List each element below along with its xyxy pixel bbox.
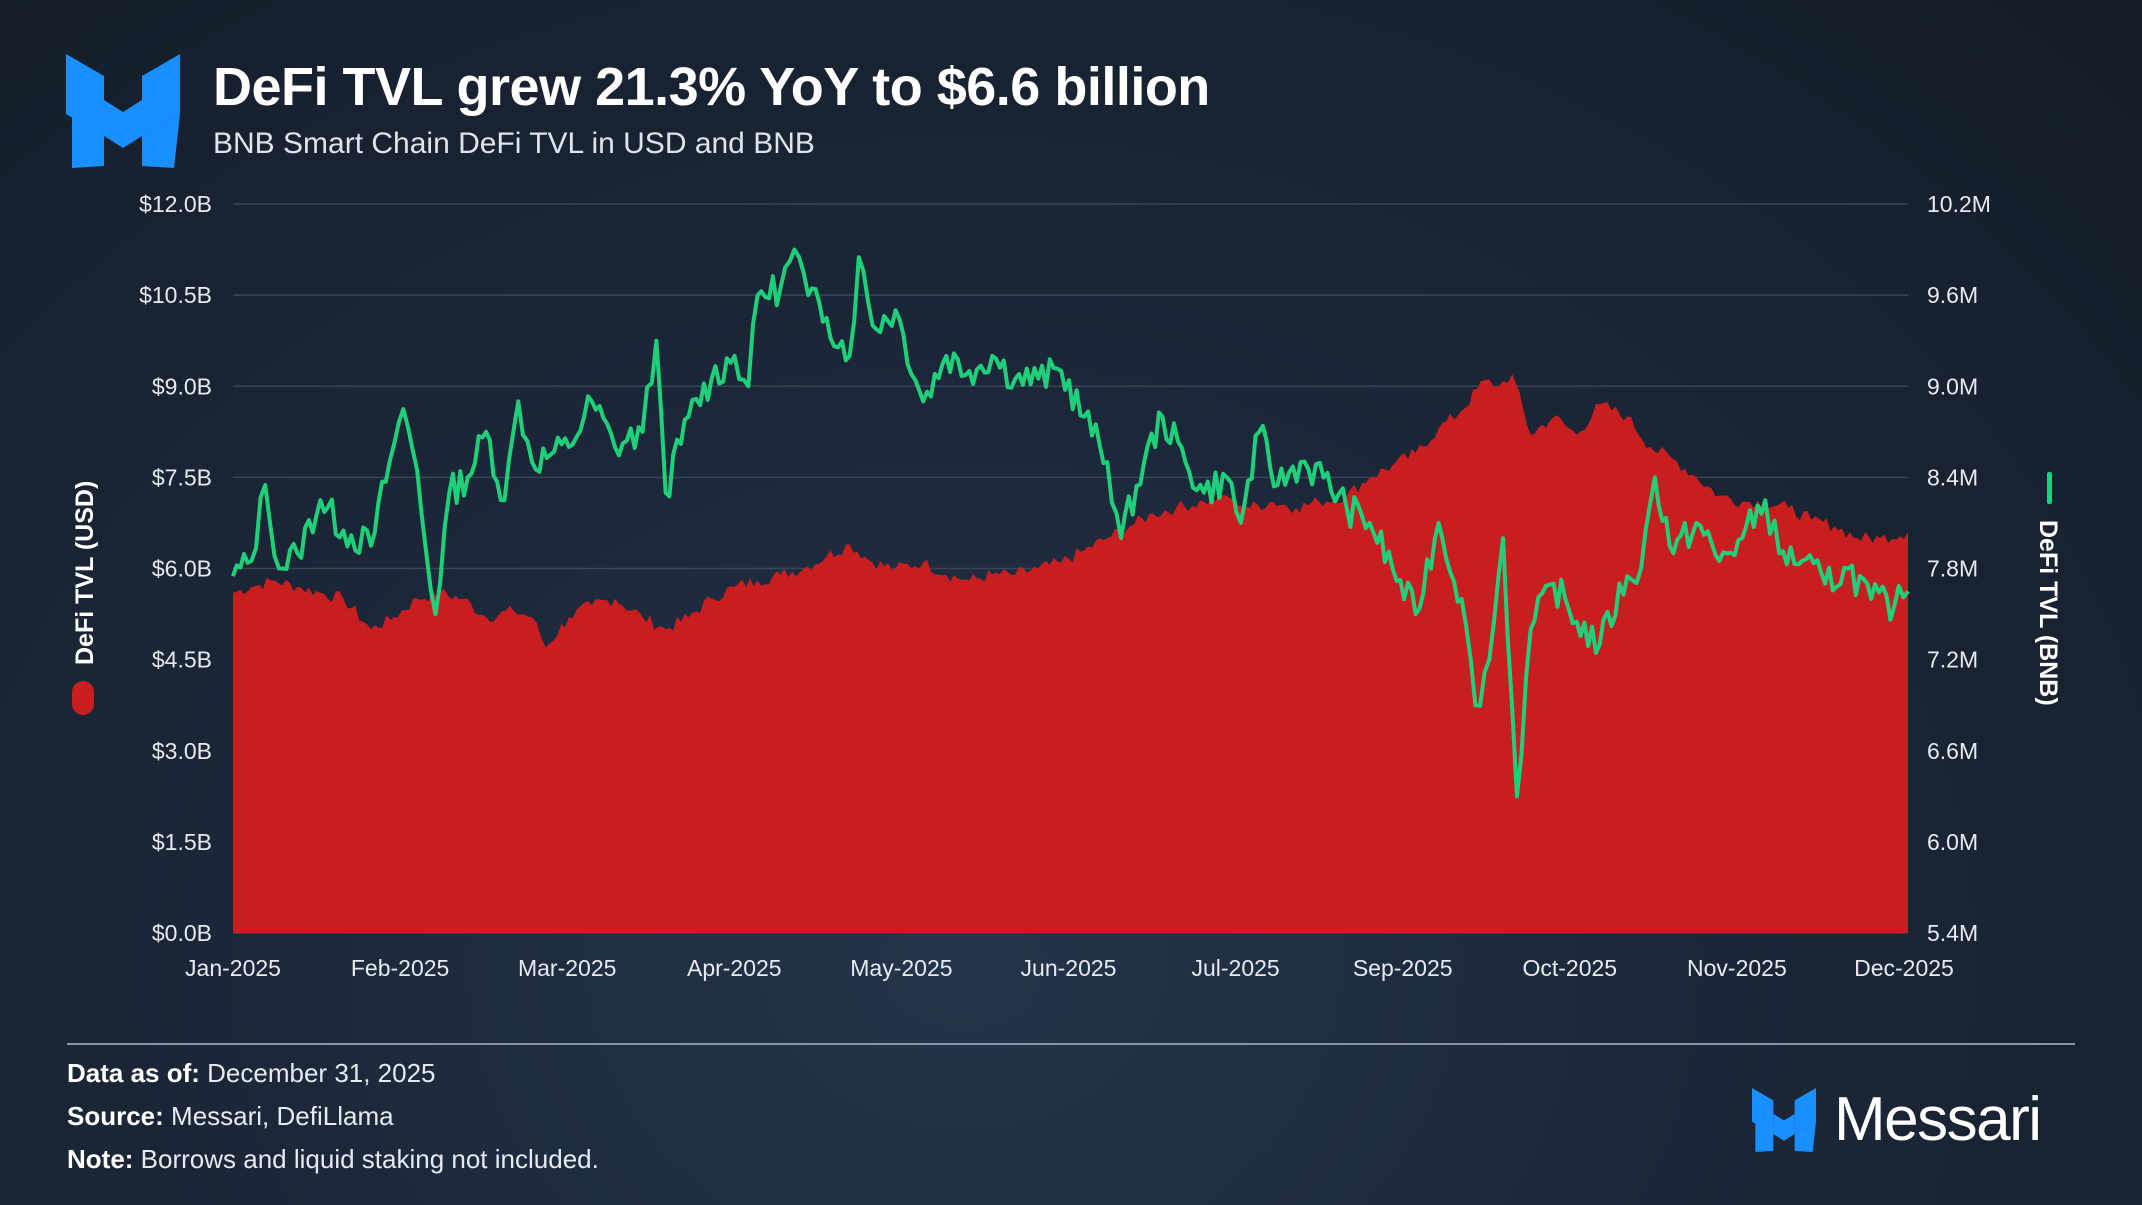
right-tick-label: 6.6M bbox=[1927, 738, 1978, 764]
right-tick-label: 9.0M bbox=[1927, 373, 1978, 399]
left-axis-title: DeFi TVL (USD) bbox=[71, 481, 99, 665]
left-tick-label: $7.5B bbox=[152, 464, 212, 490]
x-tick-label: Feb-2025 bbox=[351, 955, 449, 981]
right-tick-label: 5.4M bbox=[1927, 920, 1978, 946]
right-tick-label: 10.2M bbox=[1927, 191, 1991, 217]
right-axis-title: DeFi TVL (BNB) bbox=[2034, 520, 2062, 706]
brand-name: Messari bbox=[1834, 1085, 2042, 1154]
usd-area-layer bbox=[233, 374, 1908, 934]
x-tick-label: Jul-2025 bbox=[1191, 955, 1279, 981]
x-tick-label: May-2025 bbox=[850, 955, 952, 981]
right-axis-ticks: 5.4M 6.0M 6.6M 7.2M 7.8M 8.4M 9.0M 9.6M 10.2M bbox=[1927, 191, 1991, 946]
messari-logo-icon bbox=[1752, 1087, 1816, 1152]
chart-subtitle: BNB Smart Chain DeFi TVL in USD and BNB bbox=[213, 127, 815, 160]
right-axis-title-group: DeFi TVL (BNB) bbox=[2034, 520, 2062, 706]
bnb-line bbox=[231, 247, 1910, 799]
messari-logo-icon bbox=[66, 54, 180, 168]
tvl-chart: $0.0B $1.5B $3.0B $4.5B $6.0B $7.5B $9.0B $10.5… bbox=[71, 191, 2062, 981]
left-tick-label: $6.0B bbox=[152, 556, 212, 582]
left-tick-label: $9.0B bbox=[152, 373, 212, 399]
left-tick-label: $3.0B bbox=[152, 738, 212, 764]
left-tick-label: $12.0B bbox=[139, 191, 212, 217]
left-axis-ticks: $0.0B $1.5B $3.0B $4.5B $6.0B $7.5B $9.0B $10.5… bbox=[139, 191, 212, 946]
x-tick-label: Jan-2025 bbox=[185, 955, 281, 981]
usd-legend-swatch bbox=[72, 681, 94, 715]
x-tick-label: Sep-2025 bbox=[1353, 955, 1453, 981]
footer-data-as-of: Data as of: December 31, 2025 bbox=[67, 1058, 436, 1088]
left-tick-label: $10.5B bbox=[139, 282, 212, 308]
left-tick-label: $0.0B bbox=[152, 920, 212, 946]
right-tick-label: 7.8M bbox=[1927, 556, 1978, 582]
chart-title: DeFi TVL grew 21.3% YoY to $6.6 billion bbox=[213, 57, 1210, 117]
left-axis-title-group: DeFi TVL (USD) bbox=[71, 481, 99, 665]
x-tick-label: Jun-2025 bbox=[1021, 955, 1117, 981]
x-tick-label: Nov-2025 bbox=[1687, 955, 1787, 981]
footer-note: Note: Borrows and liquid staking not inc… bbox=[67, 1144, 599, 1174]
footer-divider bbox=[67, 1043, 2075, 1045]
usd-area bbox=[233, 374, 1908, 934]
left-tick-label: $1.5B bbox=[152, 829, 212, 855]
right-tick-label: 6.0M bbox=[1927, 829, 1978, 855]
x-tick-label: Oct-2025 bbox=[1522, 955, 1617, 981]
bnb-line-layer bbox=[231, 247, 1910, 799]
footer-source: Source: Messari, DefiLlama bbox=[67, 1101, 394, 1131]
right-tick-label: 9.6M bbox=[1927, 282, 1978, 308]
right-tick-label: 7.2M bbox=[1927, 647, 1978, 673]
x-tick-label: Mar-2025 bbox=[518, 955, 616, 981]
bnb-legend-swatch bbox=[2047, 472, 2052, 504]
x-tick-label: Apr-2025 bbox=[687, 955, 782, 981]
x-axis-ticks: Jan-2025 Feb-2025 Mar-2025 Apr-2025 May-2025… bbox=[185, 955, 1954, 981]
left-tick-label: $4.5B bbox=[152, 647, 212, 673]
x-tick-label: Dec-2025 bbox=[1854, 955, 1954, 981]
right-tick-label: 8.4M bbox=[1927, 464, 1978, 490]
messari-brand: Messari bbox=[1752, 1084, 2042, 1155]
